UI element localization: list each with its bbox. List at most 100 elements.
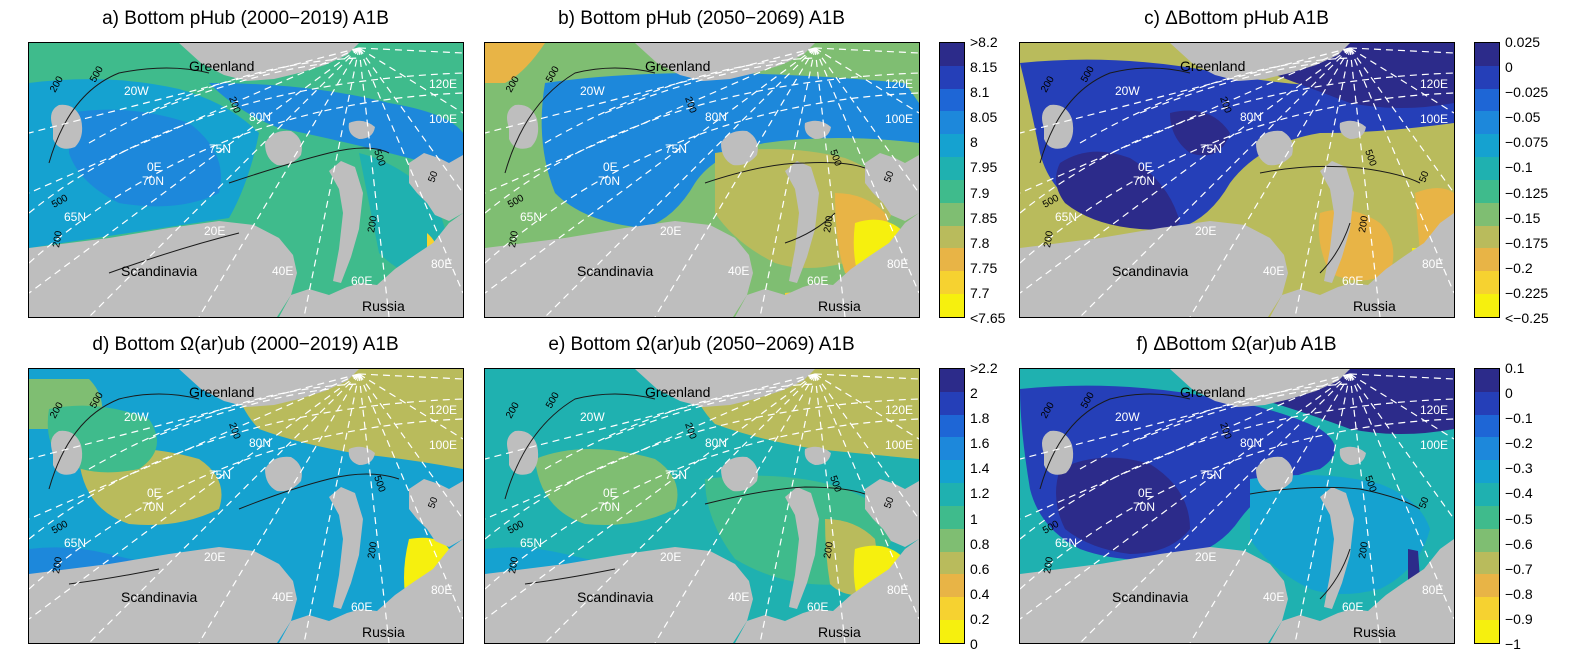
colorbar-segment (940, 111, 964, 135)
contour-label: 200 (366, 215, 380, 234)
colorbar-tick-label: 2 (970, 385, 978, 402)
longitude-label: 20E (660, 224, 681, 238)
meridian-line (358, 47, 463, 114)
region-label-greenland: Greenland (189, 384, 254, 400)
longitude-label: 100E (429, 112, 457, 126)
meridian-line (1294, 47, 1351, 317)
contour-label: 50 (1417, 169, 1431, 184)
colorbar-segment (1475, 391, 1499, 415)
contour-layer (1039, 67, 1421, 274)
land-greenland (635, 43, 815, 81)
region-label-scandinavia: Scandinavia (1112, 589, 1188, 605)
longitude-label: 120E (1420, 77, 1448, 91)
meridian-line (814, 47, 919, 294)
parallel-line (1139, 388, 1321, 440)
land-greenland (179, 43, 359, 81)
meridian-line (814, 47, 919, 54)
contour-label: 200 (507, 230, 521, 249)
longitude-label: 20W (580, 410, 605, 424)
field-patch (485, 43, 545, 83)
map-panel-e: 20W 0E 20E 40E 60E 80E 100E 120E 80N 75N 70N 65N 200… (484, 368, 920, 644)
field-patch (209, 83, 463, 173)
longitude-label: 80E (431, 257, 452, 271)
latitude-label: 75N (209, 142, 231, 156)
land-novaya (1320, 161, 1354, 283)
meridian-line (1349, 47, 1454, 54)
meridian-line (88, 373, 360, 643)
land-russia (279, 213, 463, 317)
land-greenland (1170, 43, 1350, 81)
meridian-line (358, 373, 463, 520)
contour-label: 200 (507, 556, 521, 575)
meridian-line (1349, 47, 1454, 294)
colorbar-segment (940, 294, 964, 317)
latitude-label: 70N (1133, 174, 1155, 188)
meridian-line (1020, 47, 1351, 134)
graticule (29, 373, 463, 643)
longitude-label: 0E (1138, 160, 1153, 174)
land-scandi (29, 221, 297, 317)
colorbar-segment (1475, 111, 1499, 135)
longitude-label: 60E (351, 274, 372, 288)
meridian-line (29, 373, 360, 460)
land-russia (1270, 539, 1454, 643)
colorbar-segment (1475, 202, 1499, 226)
contour-layer (504, 67, 866, 244)
longitude-label: 20W (1115, 84, 1140, 98)
parallel-line (544, 57, 816, 144)
panel-title-d: d) Bottom Ω(ar)ub (2000−2019) A1B (92, 334, 399, 355)
meridian-line (1020, 373, 1351, 620)
latitude-label: 80N (249, 436, 271, 450)
field-patch (69, 109, 221, 207)
meridian-line (29, 373, 360, 520)
longitude-label: 100E (1420, 112, 1448, 126)
colorbar-tick-label: −0.7 (1505, 560, 1533, 577)
depth-contour (108, 232, 240, 274)
meridian-line (814, 47, 919, 114)
longitude-label: 40E (272, 590, 293, 604)
region-label-russia: Russia (362, 624, 405, 640)
map-f: 20W 0E 20E 40E 60E 80E 100E 120E 80N 75N 70N 65N 200… (1020, 369, 1454, 643)
land-svalbard (1256, 456, 1293, 492)
meridian-line (814, 373, 919, 520)
panel-title-a: a) Bottom pHub (2000−2019) A1B (102, 8, 389, 29)
land-iceland (51, 104, 83, 149)
land-russia (735, 539, 919, 643)
land-novaya (329, 487, 363, 609)
parallel-line (88, 383, 360, 470)
meridian-line (358, 47, 390, 317)
region-label-greenland: Greenland (645, 384, 710, 400)
longitude-label: 80E (431, 583, 452, 597)
panel-title-f: f) ΔBottom Ω(ar)ub A1B (1136, 334, 1337, 355)
meridian-line (1189, 373, 1351, 643)
depth-contour (1319, 222, 1351, 274)
map-d: 20W 0E 20E 40E 60E 80E 100E 120E 80N 75N 70N 65N 200… (29, 369, 463, 643)
colorbar-segment (1475, 574, 1499, 598)
contour-label: 200 (822, 541, 836, 560)
parallel-line (148, 62, 330, 114)
colorbar-segment (1475, 271, 1499, 295)
latitude-label: 65N (64, 536, 86, 550)
longitude-label: 120E (1420, 403, 1448, 417)
colorbar-tick-label: −0.05 (1505, 109, 1541, 126)
colorbar-tick-label: 0.1 (1505, 360, 1525, 376)
meridian-line (1349, 373, 1454, 620)
map-panel-f: 20W 0E 20E 40E 60E 80E 100E 120E 80N 75N 70N 65N 200… (1019, 368, 1455, 644)
meridian-line (814, 373, 919, 620)
contour-label: 200 (1357, 541, 1371, 560)
land-eastland (409, 479, 463, 547)
land-iceland (1042, 104, 1074, 149)
meridian-line (1020, 373, 1351, 460)
colorbar-segment (940, 134, 964, 158)
parallel-line (604, 62, 786, 114)
longitude-label: 20E (1195, 224, 1216, 238)
colorbar-tick-label: 0 (970, 636, 978, 652)
meridian-line (29, 47, 360, 194)
colorbar-tick-label: 0.025 (1505, 34, 1541, 50)
meridian-line (485, 47, 816, 134)
colorbar-tick-label: 1.4 (970, 460, 990, 477)
meridian-line (1294, 373, 1351, 643)
land-iceland (1042, 430, 1074, 475)
colorbar-2 (1474, 42, 1500, 318)
meridian-line (544, 47, 816, 317)
